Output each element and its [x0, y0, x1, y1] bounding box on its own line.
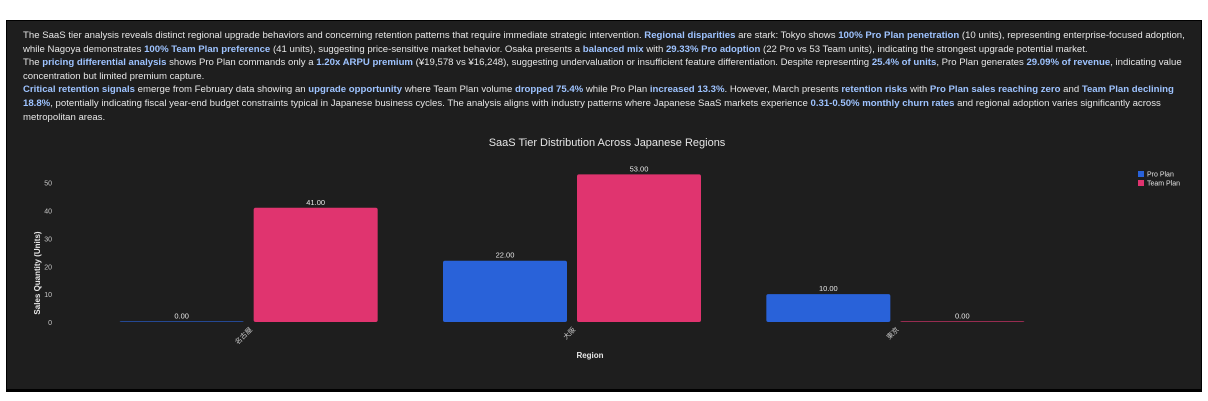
analysis-text: The SaaS tier analysis reveals distinct … [23, 29, 1191, 124]
bar-pro-plan[interactable] [443, 260, 567, 322]
highlight-text: upgrade opportunity [308, 84, 403, 96]
highlight-text: 1.20x ARPU premium [316, 57, 413, 69]
body-text: (41 units), suggesting price-sensitive m… [270, 43, 583, 55]
x-tick-label: 東京 [884, 325, 900, 341]
body-text: while Pro Plan [583, 84, 650, 96]
bar-value-label: 22.00 [496, 251, 515, 260]
body-text: (¥19,578 vs ¥16,248), suggesting underva… [412, 57, 872, 69]
bar-pro-plan[interactable] [119, 321, 244, 322]
body-text: , Pro Plan generates [936, 57, 1027, 69]
x-axis-label: Region [576, 351, 603, 360]
y-tick-label: 20 [44, 264, 52, 271]
highlight-text: 0.31-0.50% monthly churn rates [810, 97, 955, 109]
body-text: , potentially indicating fiscal year-end… [50, 97, 811, 109]
highlight-text: retention risks [841, 84, 908, 96]
legend-label[interactable]: Pro Plan [1147, 172, 1174, 179]
bar-chart: SaaS Tier Distribution Across Japanese R… [33, 137, 1180, 360]
legend-swatch [1138, 180, 1144, 186]
highlight-text: Pro Plan sales reaching zero [929, 84, 1061, 96]
bar-value-label: 0.00 [174, 311, 189, 320]
y-axis-label: Sales Quantity (Units) [33, 231, 42, 314]
body-text: emerge from February data showing an [134, 84, 309, 96]
bar-value-label: 0.00 [955, 311, 970, 320]
body-text: and [1060, 84, 1082, 96]
dashboard-panel: The SaaS tier analysis reveals distinct … [6, 20, 1202, 392]
y-axis-ticks: 0 10 20 30 40 50 [44, 181, 52, 327]
body-text: are stark: Tokyo shows [735, 30, 839, 41]
body-text: . However, March presents [724, 84, 842, 96]
body-text: , indicating value concentration but lim… [23, 57, 1182, 82]
bar-value-label: 41.00 [306, 198, 325, 207]
body-text: (10 units), representing enterprise-focu… [23, 30, 1185, 55]
highlight-text: 29.33% Pro adoption [665, 43, 761, 55]
y-tick-label: 10 [44, 292, 52, 299]
highlight-text: increased 13.3% [649, 84, 725, 96]
legend-label[interactable]: Team Plan [1147, 181, 1180, 188]
highlight-text: balanced mix [582, 43, 644, 55]
body-text: The [23, 57, 43, 69]
bar-team-plan[interactable] [900, 321, 1025, 322]
bar-value-label: 53.00 [630, 164, 649, 173]
highlight-text: 100% Pro Plan penetration [838, 30, 960, 41]
bar-pro-plan[interactable] [766, 294, 891, 322]
y-tick-label: 40 [44, 209, 52, 216]
bar-team-plan[interactable] [253, 207, 378, 322]
highlight-text: pricing differential analysis [42, 57, 167, 69]
bar-value-label: 10.00 [819, 284, 838, 293]
body-text: with [643, 43, 666, 55]
y-tick-label: 30 [44, 236, 52, 243]
body-text: with [907, 84, 930, 96]
legend: Pro Plan Team Plan [1138, 171, 1180, 188]
body-text: The SaaS tier analysis reveals distinct … [23, 30, 645, 41]
highlight-text: Critical retention signals [23, 84, 135, 96]
analysis-paragraph-2: The pricing differential analysis shows … [23, 56, 1191, 83]
highlight-text: dropped 75.4% [514, 84, 584, 96]
x-tick-label: 名古屋 [233, 325, 254, 346]
highlight-text: 29.09% of revenue [1026, 57, 1111, 69]
analysis-paragraph-3: Critical retention signals emerge from F… [23, 83, 1191, 124]
body-text: shows Pro Plan commands only a [166, 57, 317, 69]
bar-team-plan[interactable] [577, 174, 701, 322]
analysis-paragraph-1: The SaaS tier analysis reveals distinct … [23, 29, 1191, 56]
chart-title: SaaS Tier Distribution Across Japanese R… [489, 137, 726, 149]
y-tick-label: 0 [48, 320, 52, 327]
bars-group: 0.00 41.00 22.00 53.00 10.00 0.00 [119, 164, 1025, 322]
highlight-text: Regional disparities [644, 30, 736, 41]
highlight-text: 100% Team Plan preference [144, 43, 271, 55]
highlight-text: Team Plan declining 18.8% [23, 84, 1174, 109]
x-tick-label: 大阪 [561, 325, 577, 341]
body-text: where Team Plan volume [402, 84, 515, 96]
y-tick-label: 50 [44, 181, 52, 188]
legend-swatch [1138, 171, 1144, 177]
highlight-text: 25.4% of units [871, 57, 937, 69]
body-text: and regional adoption varies significant… [23, 97, 1161, 123]
body-text: (22 Pro vs 53 Team units), indicating th… [760, 43, 1088, 55]
x-axis-ticks: 名古屋 大阪 東京 [233, 325, 901, 346]
